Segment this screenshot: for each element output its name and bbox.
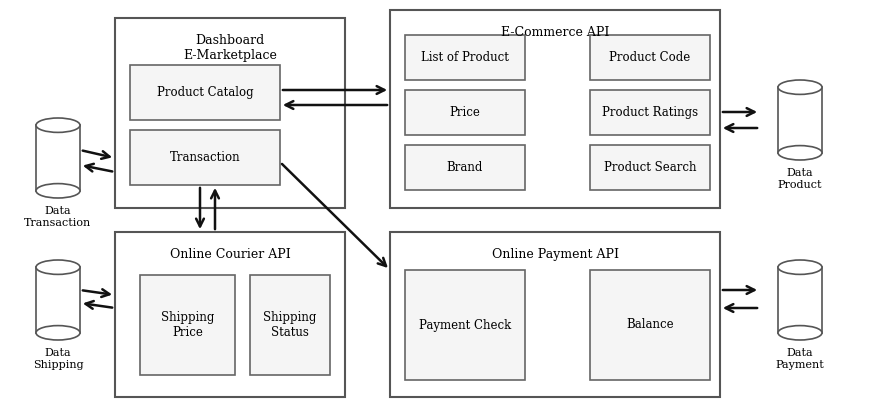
Text: Brand: Brand [447,161,483,174]
Text: Transaction: Transaction [170,151,240,164]
Bar [37,125,79,126]
Ellipse shape [778,146,822,160]
Text: Dashboard
E-Marketplace: Dashboard E-Marketplace [183,34,277,62]
Text: Balance: Balance [626,318,674,331]
Ellipse shape [778,260,822,274]
Bar [779,267,821,268]
Bar [130,65,280,120]
Bar [140,275,235,375]
Bar [115,232,345,397]
Bar [778,267,822,333]
Text: Product Catalog: Product Catalog [157,86,253,99]
Bar [590,35,710,80]
Bar [590,270,710,380]
Text: List of Product: List of Product [421,51,509,64]
Text: Product Search: Product Search [604,161,696,174]
Bar [390,10,720,208]
Text: Online Courier API: Online Courier API [170,248,290,261]
Bar [405,145,525,190]
Text: Data
Payment: Data Payment [775,348,824,370]
Bar [405,270,525,380]
Ellipse shape [778,326,822,340]
Text: Data
Shipping: Data Shipping [33,348,84,370]
Bar [405,35,525,80]
Bar [405,90,525,135]
Text: Data
Transaction: Data Transaction [24,206,91,228]
Text: Shipping
Price: Shipping Price [161,311,214,339]
Ellipse shape [36,260,80,274]
Bar [37,267,79,268]
Ellipse shape [36,184,80,198]
Ellipse shape [778,80,822,94]
Bar [390,232,720,397]
Bar [36,267,80,333]
Ellipse shape [36,118,80,132]
Bar [115,18,345,208]
Text: Online Payment API: Online Payment API [491,248,618,261]
Text: Product Ratings: Product Ratings [602,106,698,119]
Bar [590,145,710,190]
Text: Data
Product: Data Product [778,168,822,189]
Bar [36,125,80,191]
Bar [779,87,821,88]
Text: Product Code: Product Code [610,51,691,64]
Bar [250,275,330,375]
Ellipse shape [36,326,80,340]
Text: Shipping
Status: Shipping Status [263,311,317,339]
Bar [37,332,79,333]
Text: Payment Check: Payment Check [419,318,511,331]
Bar [37,190,79,191]
Bar [779,332,821,333]
Bar [590,90,710,135]
Text: E-Commerce API: E-Commerce API [501,26,609,39]
Bar [779,152,821,153]
Bar [130,130,280,185]
Bar [778,87,822,153]
Text: Price: Price [449,106,481,119]
